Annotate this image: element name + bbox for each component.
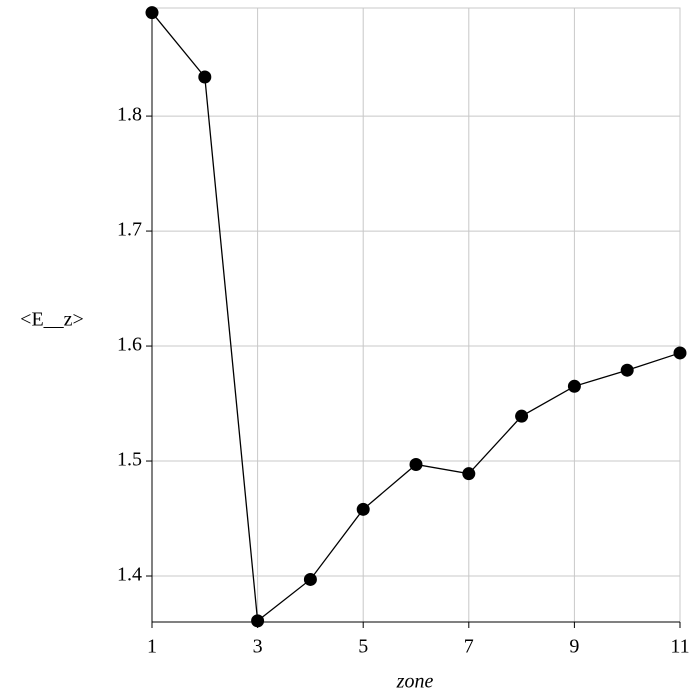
- data-point: [515, 409, 529, 423]
- y-tick-label: 1.7: [117, 219, 142, 241]
- series-line: [151, 12, 681, 623]
- data-point: [673, 346, 687, 360]
- x-tick-label: 7: [464, 636, 474, 658]
- x-tick-label: 5: [358, 636, 368, 658]
- x-tick-label: 9: [569, 636, 579, 658]
- data-point: [409, 457, 423, 471]
- x-axis-label: zone: [396, 671, 434, 693]
- y-tick-label: 1.8: [117, 104, 142, 126]
- data-point: [620, 363, 634, 377]
- y-tick-label: 1.5: [117, 449, 142, 471]
- plot-frame: [151, 7, 681, 623]
- data-point: [356, 502, 370, 516]
- data-point: [251, 614, 265, 628]
- x-tick-label: 11: [670, 636, 689, 658]
- data-point: [198, 70, 212, 84]
- y-tick-label: 1.6: [117, 334, 142, 356]
- data-point: [462, 467, 476, 481]
- y-axis-label: <E__z>: [20, 309, 84, 331]
- data-point: [145, 6, 159, 20]
- x-tick-label: 1: [147, 636, 157, 658]
- data-point: [567, 379, 581, 393]
- data-point: [303, 572, 317, 586]
- y-tick-label: 1.4: [117, 564, 142, 586]
- x-tick-label: 3: [253, 636, 263, 658]
